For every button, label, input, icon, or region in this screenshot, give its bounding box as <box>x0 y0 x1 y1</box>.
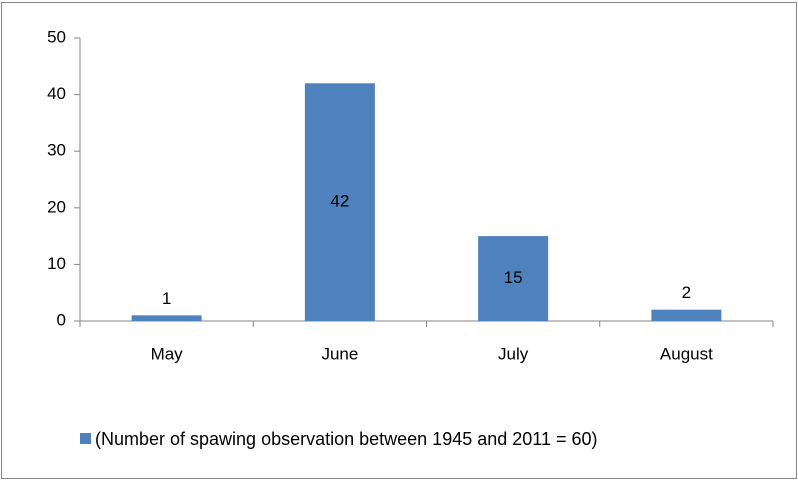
data-label: 15 <box>504 268 523 287</box>
bar <box>478 236 549 321</box>
y-tick-label: 20 <box>47 197 66 216</box>
data-label: 2 <box>682 283 691 302</box>
data-label: 1 <box>162 289 171 308</box>
legend-label: (Number of spawing observation between 1… <box>95 429 598 449</box>
y-tick-label: 50 <box>47 27 66 46</box>
x-tick-label: May <box>151 344 184 363</box>
legend: (Number of spawing observation between 1… <box>80 426 740 452</box>
data-label: 42 <box>330 192 349 211</box>
y-tick-label: 40 <box>47 84 66 103</box>
y-tick-label: 30 <box>47 141 66 160</box>
x-tick-label: July <box>498 344 529 363</box>
y-tick-label: 0 <box>57 310 66 329</box>
y-tick-label: 10 <box>47 254 66 273</box>
bar <box>651 309 722 321</box>
x-tick-label: August <box>660 344 713 363</box>
x-tick-label: June <box>321 344 358 363</box>
bar <box>131 315 202 321</box>
legend-swatch <box>80 433 91 444</box>
bar <box>304 83 375 321</box>
